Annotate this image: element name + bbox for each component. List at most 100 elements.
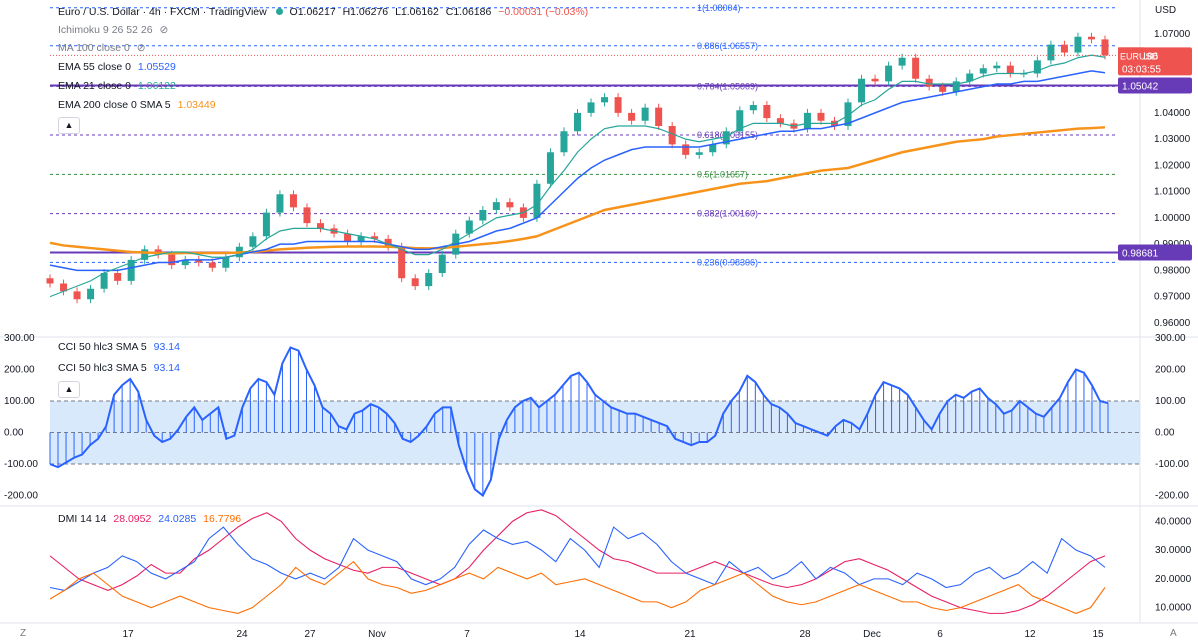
dmi-tick-label: 30.0000 <box>1155 545 1192 556</box>
ema55-label: EMA 55 close 0 <box>58 61 131 73</box>
ichimoku-legend[interactable]: Ichimoku 9 26 52 26 ⊘ <box>58 24 172 37</box>
candle-body <box>357 236 365 242</box>
time-tick-label: Nov <box>368 629 386 640</box>
candle-body <box>114 273 122 281</box>
time-tick-label: 12 <box>1024 629 1036 640</box>
candle-body <box>749 105 757 111</box>
cci-tick-label-left: 300.00 <box>4 333 35 344</box>
candle-body <box>736 110 744 132</box>
fib-level-label: 0.886(1.06557) <box>697 41 758 51</box>
candle-body <box>1101 39 1109 56</box>
candle-body <box>1006 65 1014 74</box>
candle-body <box>411 278 419 287</box>
candle-body <box>763 105 771 119</box>
price-tick-label: 1.04000 <box>1154 108 1191 119</box>
candle-body <box>303 207 311 224</box>
candle-body <box>168 254 176 266</box>
candle-body <box>1074 36 1082 53</box>
collapse-legend-button[interactable]: ▲ <box>58 117 80 134</box>
candle-body <box>181 259 189 266</box>
dmi-series-line <box>49 509 1106 614</box>
ema55-legend[interactable]: EMA 55 close 0 1.05529 <box>58 61 180 74</box>
candle-body <box>885 65 893 82</box>
candle-body <box>141 249 149 260</box>
price-tick-label: 1.02000 <box>1154 160 1191 171</box>
candle-body <box>276 194 284 213</box>
price-tick-label: 0.98000 <box>1154 265 1191 276</box>
candle-body <box>952 81 960 92</box>
candle-body <box>601 97 609 103</box>
price-tick-label: 1.01000 <box>1154 187 1191 198</box>
ema21-line <box>49 54 1106 298</box>
candle-body <box>993 65 1001 69</box>
currency-label[interactable]: USD <box>1155 5 1177 16</box>
candle-body <box>546 152 554 184</box>
cci-tick-label-left: -100.00 <box>4 459 38 470</box>
ema21-value: 1.06122 <box>137 80 176 92</box>
ema21-legend[interactable]: EMA 21 close 0 1.06122 <box>58 80 180 93</box>
candle-body <box>858 78 866 103</box>
fib-level-label: 0.5(1.01657) <box>697 169 748 179</box>
dmi-label: DMI 14 14 <box>58 513 107 525</box>
ohlc-close: C1.06186 <box>445 6 492 18</box>
timezone-toggle[interactable]: Z <box>20 628 27 639</box>
ma100-label: MA 100 close 0 <box>58 42 130 54</box>
cci-legend-2[interactable]: CCI 50 hlc3 SMA 5 93.14 <box>58 362 184 375</box>
ma100-legend[interactable]: MA 100 close 0 ⊘ <box>58 42 150 55</box>
candle-body <box>384 238 392 247</box>
candle-body <box>682 144 690 155</box>
symbol-tag: EURUSD <box>1120 51 1159 61</box>
candle-body <box>655 107 663 126</box>
time-tick-label: 7 <box>464 629 470 640</box>
price-tick-label: 1.00000 <box>1154 213 1191 224</box>
candle-body <box>628 112 636 121</box>
auto-scale-toggle[interactable]: A <box>1170 628 1177 639</box>
price-tick-label: 1.07000 <box>1154 29 1191 40</box>
ema55-value: 1.05529 <box>137 61 176 73</box>
candle-body <box>641 107 649 121</box>
cci-value: 93.14 <box>153 341 180 353</box>
cci-label: CCI 50 hlc3 SMA 5 <box>58 362 147 374</box>
candle-body <box>479 210 487 221</box>
cci-value: 93.14 <box>153 362 180 374</box>
dmi-tick-label: 40.0000 <box>1155 516 1192 527</box>
candle-body <box>222 257 230 268</box>
cci-legend-1[interactable]: CCI 50 hlc3 SMA 5 93.14 <box>58 341 184 354</box>
candle-body <box>1087 36 1095 40</box>
eye-off-icon[interactable]: ⊘ <box>159 24 169 36</box>
cci-tick-label-left: 100.00 <box>4 396 35 407</box>
candle-body <box>46 278 54 284</box>
candle-body <box>60 283 68 292</box>
time-tick-label: 27 <box>304 629 316 640</box>
ema21-label: EMA 21 close 0 <box>58 80 131 92</box>
cci-tick-label-left: -200.00 <box>4 491 38 502</box>
candle-body <box>979 68 987 74</box>
candle-body <box>803 112 811 129</box>
candle-body <box>966 73 974 82</box>
price-tick-label: 1.03000 <box>1154 134 1191 145</box>
candle-body <box>844 102 852 126</box>
price-tick-label: 0.96000 <box>1154 318 1191 329</box>
eye-off-icon[interactable]: ⊘ <box>136 42 146 54</box>
time-tick-label: 24 <box>236 629 248 640</box>
ohlc-low: L1.06162 <box>395 6 439 18</box>
candle-body <box>425 273 433 287</box>
ema200-legend[interactable]: EMA 200 close 0 SMA 5 1.03449 <box>58 99 220 112</box>
ema200-value: 1.03449 <box>177 99 216 111</box>
cci-tick-label-right: 200.00 <box>1155 365 1186 376</box>
cci-line <box>49 346 1109 498</box>
candle-body <box>195 259 203 263</box>
candle-body <box>709 144 717 153</box>
dmi-tick-label: 20.0000 <box>1155 574 1192 585</box>
candle-body <box>533 183 541 218</box>
ohlc-change: −0.00031 (−0.03%) <box>498 6 589 18</box>
candle-body <box>87 288 95 300</box>
dmi-legend[interactable]: DMI 14 14 28.0952 24.0285 16.7796 <box>58 513 245 526</box>
ema200-label: EMA 200 close 0 SMA 5 <box>58 99 171 111</box>
candle-body <box>912 57 920 79</box>
collapse-cci-button[interactable]: ▲ <box>58 381 80 398</box>
ohlc-high: H1.06276 <box>342 6 389 18</box>
candle-body <box>695 152 703 155</box>
fib-level-label: 0.382(1.00160) <box>697 209 758 219</box>
